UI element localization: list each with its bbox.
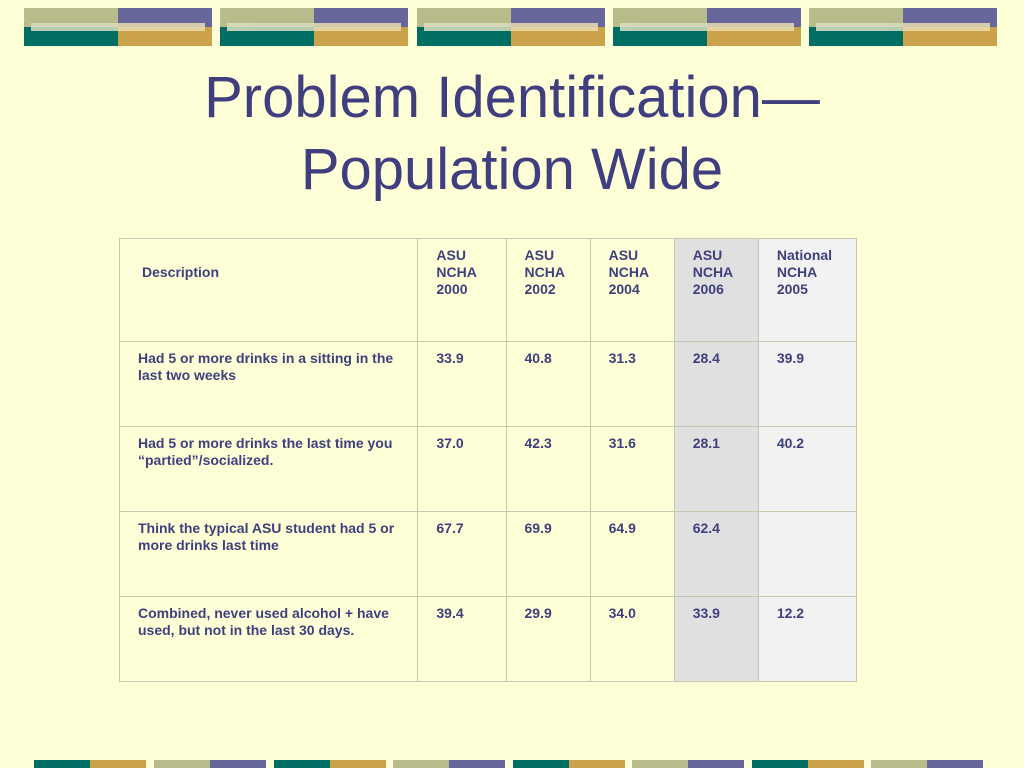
column-header-asu-2000: ASU NCHA 2000 <box>417 238 507 342</box>
row-description: Combined, never used alcohol + have used… <box>118 596 419 682</box>
slide-title-line-1: Problem Identification— <box>204 65 820 130</box>
table-row: Had 5 or more drinks the last time you “… <box>118 426 858 512</box>
table-cell: 33.9 <box>417 341 507 427</box>
footer-decoration-block <box>871 760 983 768</box>
table-cell: 12.2 <box>757 596 858 682</box>
footer-decoration-block <box>34 760 146 768</box>
column-header-asu-2004: ASU NCHA 2004 <box>589 238 675 342</box>
column-header-description: Description <box>118 238 419 342</box>
table-cell: 39.4 <box>417 596 507 682</box>
footer-decoration-block <box>632 760 744 768</box>
header-decoration-block <box>417 8 605 46</box>
table-cell: 34.0 <box>589 596 675 682</box>
slide-title: Problem Identification— Population Wide <box>0 62 1024 206</box>
row-description: Think the typical ASU student had 5 or m… <box>118 511 419 597</box>
column-header-asu-2006: ASU NCHA 2006 <box>673 238 759 342</box>
table-cell: 69.9 <box>505 511 591 597</box>
footer-decoration-block <box>154 760 266 768</box>
footer-decoration-block <box>513 760 625 768</box>
header-decoration-block <box>809 8 997 46</box>
table-cell: 64.9 <box>589 511 675 597</box>
table-header-row: Description ASU NCHA 2000 ASU NCHA 2002 ASU N… <box>118 238 858 342</box>
table-cell: 42.3 <box>505 426 591 512</box>
header-decoration-block <box>24 8 212 46</box>
table-row: Think the typical ASU student had 5 or m… <box>118 511 858 597</box>
column-header-national-2005: National NCHA 2005 <box>757 238 858 342</box>
header-decoration-block <box>220 8 408 46</box>
footer-decoration-block <box>393 760 505 768</box>
table-cell: 62.4 <box>673 511 759 597</box>
table-row: Had 5 or more drinks in a sitting in the… <box>118 341 858 427</box>
header-decoration-block <box>613 8 801 46</box>
table-row: Combined, never used alcohol + have used… <box>118 596 858 682</box>
table-cell: 37.0 <box>417 426 507 512</box>
table-cell: 39.9 <box>757 341 858 427</box>
table-cell: 29.9 <box>505 596 591 682</box>
table-cell: 28.1 <box>673 426 759 512</box>
table-cell: 28.4 <box>673 341 759 427</box>
table-cell: 31.6 <box>589 426 675 512</box>
row-description: Had 5 or more drinks in a sitting in the… <box>118 341 419 427</box>
table-cell: 31.3 <box>589 341 675 427</box>
table-cell: 40.2 <box>757 426 858 512</box>
table-cell: 33.9 <box>673 596 759 682</box>
table-cell: 67.7 <box>417 511 507 597</box>
table-cell: 40.8 <box>505 341 591 427</box>
data-table: Description ASU NCHA 2000 ASU NCHA 2002 ASU N… <box>118 238 858 682</box>
row-description: Had 5 or more drinks the last time you “… <box>118 426 419 512</box>
footer-decoration-block <box>752 760 864 768</box>
slide-title-line-2: Population Wide <box>300 137 724 202</box>
column-header-asu-2002: ASU NCHA 2002 <box>505 238 591 342</box>
footer-decoration-block <box>274 760 386 768</box>
table-cell <box>757 511 858 597</box>
